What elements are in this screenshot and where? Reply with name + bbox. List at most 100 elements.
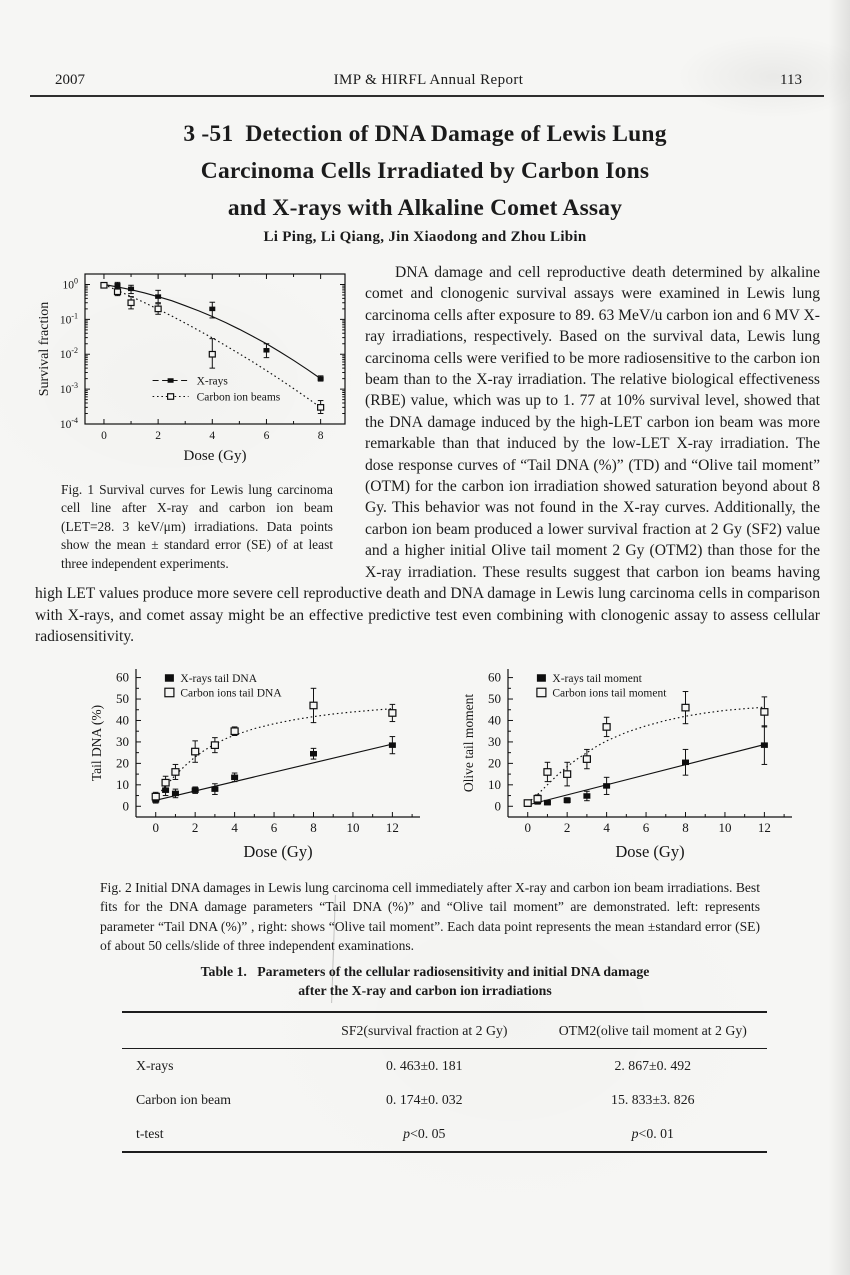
figure2-caption: Fig. 2 Initial DNA damages in Lewis lung…: [100, 880, 760, 954]
svg-text:10: 10: [116, 777, 129, 792]
svg-text:2: 2: [155, 430, 161, 442]
svg-text:X-rays tail DNA: X-rays tail DNA: [180, 673, 257, 685]
svg-text:10-4: 10-4: [60, 416, 78, 431]
legend: X-rays tail moment Carbon ions tail momen…: [536, 673, 667, 699]
table1-title-line1: Table 1. Parameters of the cellular radi…: [200, 964, 650, 979]
abstract-text: DNA damage and cell reproductive death d…: [35, 264, 820, 645]
ticks: [136, 677, 413, 817]
svg-text:20: 20: [488, 755, 501, 770]
svg-text:60: 60: [488, 670, 501, 685]
svg-text:2: 2: [192, 820, 199, 835]
fig2b-svg: 0 2 4 6 8 10 12 0 10 20 30 40 50 60 Dose (Gy) Olive tai…: [461, 669, 792, 861]
table-row: X-rays 0. 463±0. 181 2. 867±0. 492: [122, 1049, 767, 1084]
article-title-line2: Carcinoma Cells Irradiated by Carbon Ion…: [200, 158, 650, 184]
svg-text:12: 12: [758, 820, 771, 835]
svg-text:10: 10: [346, 820, 359, 835]
table1-column-header: SF2(survival fraction at 2 Gy): [341, 1023, 508, 1038]
row-label: X-rays: [136, 1058, 174, 1073]
table-cell: p<0. 05: [403, 1126, 446, 1141]
table-cell: 0. 174±0. 032: [386, 1092, 463, 1107]
svg-text:4: 4: [209, 430, 215, 442]
row-label: t-test: [136, 1126, 164, 1141]
svg-text:X-rays: X-rays: [197, 376, 229, 388]
svg-text:0: 0: [123, 798, 130, 813]
svg-text:10: 10: [718, 820, 731, 835]
svg-text:30: 30: [488, 734, 501, 749]
svg-text:6: 6: [643, 820, 650, 835]
series-filled-square: [524, 725, 768, 807]
article-body: 0 2 4 6 8 100 10-1 10-2 10-3 10-4 Dose (Gy) Surviva…: [35, 262, 820, 647]
svg-text:10-2: 10-2: [60, 346, 78, 361]
table-row: t-test p<0. 05 p<0. 01: [122, 1117, 767, 1152]
table-row: Carbon ion beam 0. 174±0. 032 15. 833±3. 8…: [122, 1083, 767, 1117]
svg-text:6: 6: [264, 430, 270, 442]
svg-text:10: 10: [488, 777, 501, 792]
svg-text:30: 30: [116, 734, 129, 749]
header-year: 2007: [55, 72, 85, 88]
series-open-square: [151, 687, 397, 802]
figure1-survival-chart: 0 2 4 6 8 100 10-1 10-2 10-3 10-4 Dose (Gy) Surviva…: [35, 264, 359, 466]
figure2-tail-dna-chart: 0 2 4 6 8 10 12 0 10 20 30 40 50 60 Dose (Gy) Tail DNA …: [88, 663, 430, 863]
page-header: 2007 IMP & HIRFL Annual Report 113: [35, 72, 820, 89]
svg-text:20: 20: [116, 755, 129, 770]
svg-text:0: 0: [524, 820, 531, 835]
svg-text:Carbon ion beams: Carbon ion beams: [197, 392, 281, 404]
svg-text:50: 50: [116, 691, 129, 706]
figure2-olive-tail-moment-chart: 0 2 4 6 8 10 12 0 10 20 30 40 50 60 Dose (Gy) Olive tai…: [460, 663, 802, 863]
figure1-caption: Fig. 1 Survival curves for Lewis lung ca…: [61, 482, 333, 571]
tick-labels: 0 2 4 6 8 10 12 0 10 20 30 40 50 60: [488, 670, 771, 835]
table1-title: Table 1. Parameters of the cellular radi…: [75, 962, 775, 1000]
figure2: 0 2 4 6 8 10 12 0 10 20 30 40 50 60 Dose (Gy) Tail DNA …: [88, 663, 802, 863]
page-number: 113: [780, 72, 802, 88]
svg-text:Tail DNA (%): Tail DNA (%): [89, 705, 104, 781]
row-label: Carbon ion beam: [136, 1092, 232, 1107]
ticks: [508, 677, 785, 817]
table-cell: 15. 833±3. 826: [611, 1092, 695, 1107]
figure1: 0 2 4 6 8 100 10-1 10-2 10-3 10-4 Dose (Gy) Surviva…: [35, 264, 359, 573]
svg-text:60: 60: [116, 670, 129, 685]
series-open-square: [100, 281, 325, 415]
svg-text:40: 40: [116, 712, 129, 727]
header-rule: [30, 95, 824, 97]
article-title-line3: and X-rays with Alkaline Comet Assay: [227, 195, 623, 221]
series-filled-square: [152, 736, 396, 804]
svg-text:6: 6: [271, 820, 278, 835]
fig1-svg: 0 2 4 6 8 100 10-1 10-2 10-3 10-4 Dose (Gy) Surviva…: [37, 273, 346, 464]
table1-column-header: OTM2(olive tail moment at 2 Gy): [558, 1023, 747, 1038]
svg-text:Carbon ions tail moment: Carbon ions tail moment: [552, 687, 667, 699]
table-cell: 2. 867±0. 492: [614, 1058, 692, 1073]
table-header-row: SF2(survival fraction at 2 Gy) OTM2(olive…: [122, 1012, 767, 1049]
tick-labels: 0 2 4 6 8 100 10-1 10-2 10-3 10-4: [60, 276, 324, 442]
table-cell: p<0. 01: [631, 1126, 674, 1141]
table1: Table 1. Parameters of the cellular radi…: [0, 962, 850, 1153]
svg-text:8: 8: [682, 820, 689, 835]
article-title: 3 -51 Detection of DNA Damage of Lewis L…: [0, 116, 850, 227]
svg-text:10-1: 10-1: [60, 311, 78, 326]
table1-table: SF2(survival fraction at 2 Gy) OTM2(olive…: [122, 1011, 767, 1153]
svg-text:Dose (Gy): Dose (Gy): [243, 842, 312, 861]
svg-text:Dose (Gy): Dose (Gy): [184, 448, 247, 464]
svg-text:12: 12: [386, 820, 399, 835]
svg-text:2: 2: [564, 820, 571, 835]
svg-text:100: 100: [63, 276, 79, 291]
article-authors: Li Ping, Li Qiang, Jin Xiaodong and Zhou…: [263, 229, 587, 245]
legend: X-rays tail DNA Carbon ions tail DNA: [164, 673, 282, 699]
table1-column-header: [122, 1012, 310, 1049]
journal-title: IMP & HIRFL Annual Report: [333, 72, 524, 88]
svg-text:X-rays tail moment: X-rays tail moment: [552, 673, 642, 685]
series-open-square: [523, 691, 769, 807]
svg-text:40: 40: [488, 712, 501, 727]
svg-text:4: 4: [231, 820, 238, 835]
table1-title-line2: after the X-ray and carbon ion irradiati…: [298, 983, 552, 998]
svg-text:0: 0: [152, 820, 159, 835]
svg-text:50: 50: [488, 691, 501, 706]
svg-text:Dose (Gy): Dose (Gy): [615, 842, 684, 861]
svg-text:Carbon ions tail DNA: Carbon ions tail DNA: [180, 687, 282, 699]
article-title-line1: 3 -51 Detection of DNA Damage of Lewis L…: [183, 121, 667, 147]
svg-text:4: 4: [603, 820, 610, 835]
table-cell: 0. 463±0. 181: [386, 1058, 463, 1073]
tick-labels: 0 2 4 6 8 10 12 0 10 20 30 40 50 60: [116, 670, 399, 835]
svg-text:8: 8: [318, 430, 324, 442]
svg-text:0: 0: [101, 430, 107, 442]
